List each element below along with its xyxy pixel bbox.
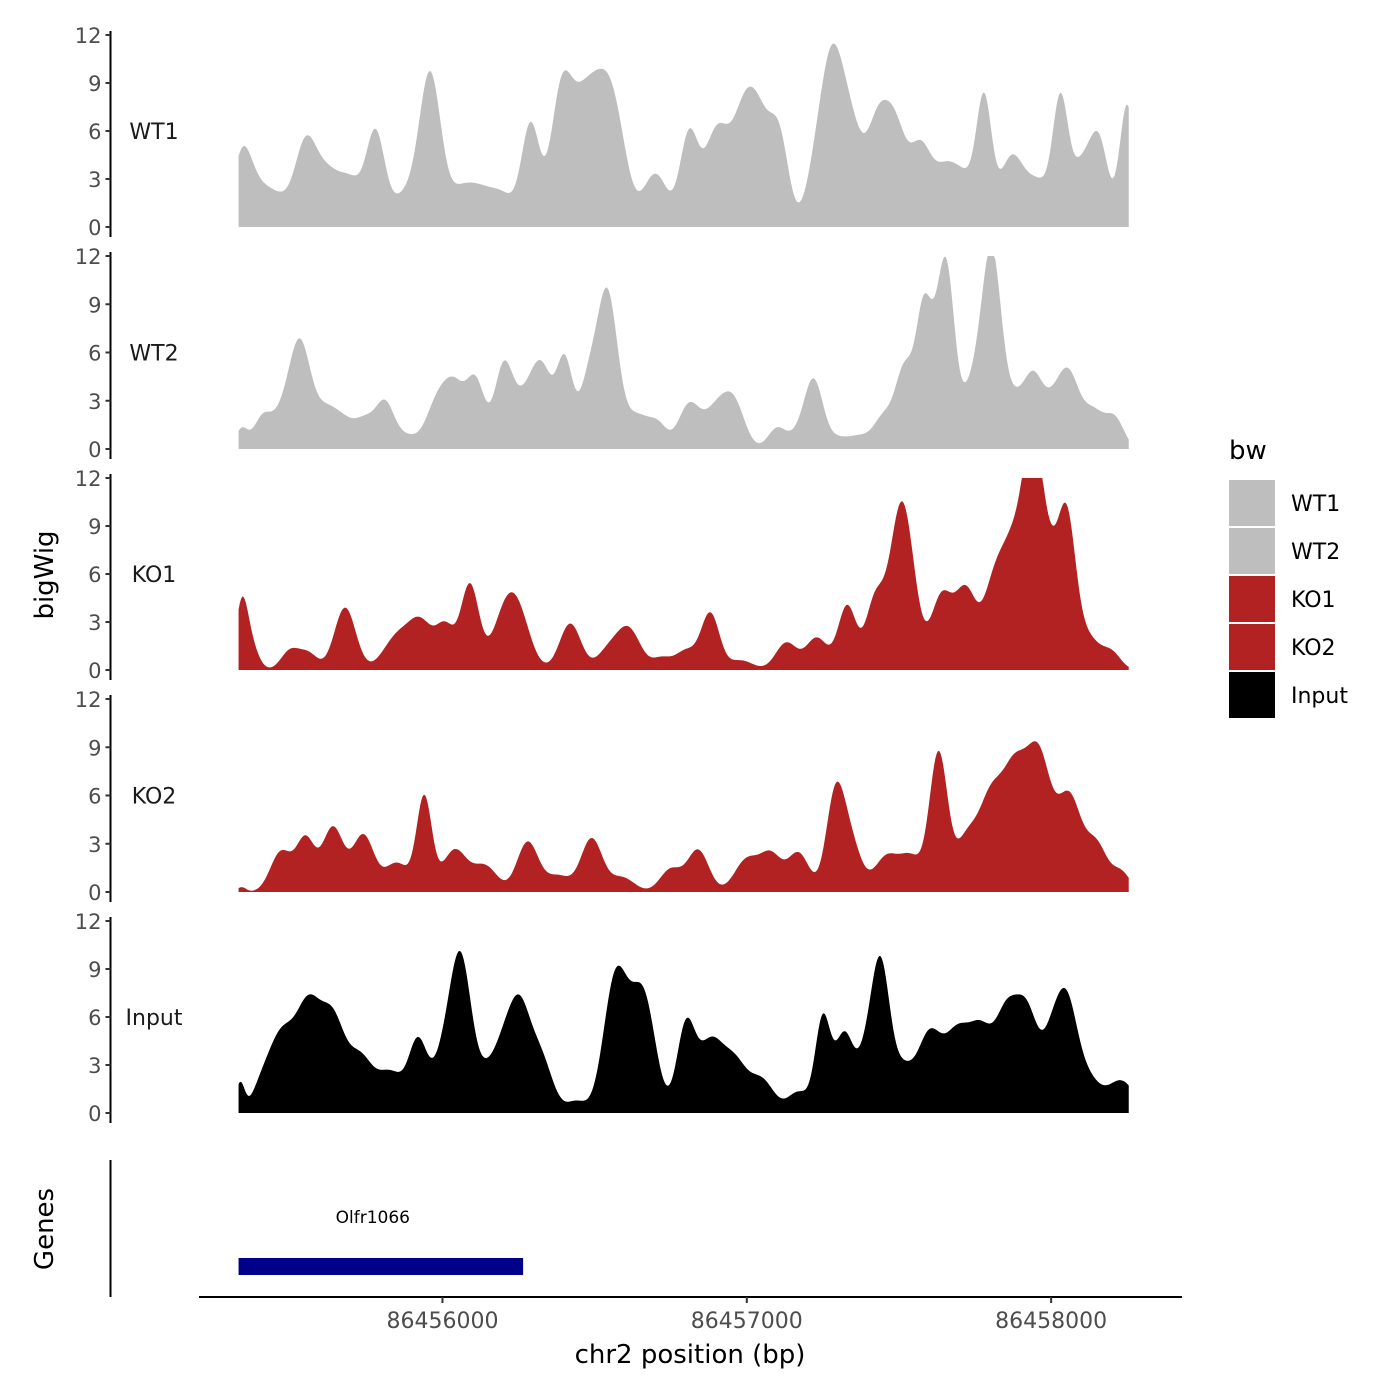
genes-track-label: Genes: [30, 1188, 60, 1270]
track-wt1: 0 3 6 9 12 WT1: [75, 24, 1129, 240]
legend-label: Input: [1291, 684, 1348, 709]
y-tick-label: 12: [75, 245, 102, 269]
signal-area-wt1: [238, 43, 1129, 227]
y-tick-label: 6: [88, 120, 101, 144]
y-tick-label: 0: [88, 438, 101, 462]
y-tick-label: 12: [75, 910, 102, 934]
legend-key-wt2: [1229, 528, 1275, 574]
x-tick-label: 86458000: [995, 1309, 1107, 1334]
track-label: Input: [126, 1006, 183, 1031]
legend-label: KO1: [1291, 588, 1336, 613]
x-tick-label: 86456000: [386, 1309, 498, 1334]
track-label: KO2: [132, 785, 177, 810]
legend-label: WT1: [1291, 492, 1340, 517]
track-label: WT2: [129, 342, 178, 367]
track-ko2: 0 3 6 9 12 KO2: [75, 688, 1129, 905]
signal-area-input: [238, 950, 1129, 1113]
signal-area-ko2: [238, 741, 1129, 892]
y-tick-label: 3: [88, 833, 101, 857]
x-axis-title: chr2 position (bp): [575, 1340, 806, 1370]
genes-track: Genes Olfr1066: [30, 1160, 524, 1297]
bigwig-tracks: 0 3 6 9 12 WT1 0 3 6 9 12 WT2 0 3 6 9 12 KO1 0 3 6 9 12 KO2 0 3 6 9…: [75, 24, 1129, 1126]
y-tick-label: 3: [88, 1054, 101, 1078]
y-axis-title-group: bigWig: [30, 530, 60, 619]
signal-area-wt2: [238, 256, 1129, 449]
track-label: WT1: [129, 120, 178, 145]
legend-title: bw: [1229, 436, 1267, 466]
y-tick-label: 3: [88, 390, 101, 414]
track-label: KO1: [132, 563, 177, 588]
y-tick-label: 3: [88, 168, 101, 192]
y-tick-label: 3: [88, 611, 101, 635]
gene-label: Olfr1066: [336, 1208, 410, 1228]
y-axis-title: bigWig: [30, 530, 60, 619]
track-input: 0 3 6 9 12 Input: [75, 910, 1129, 1126]
legend-key-wt1: [1229, 480, 1275, 526]
x-axis: chr2 position (bp) 86456000 86457000 86458…: [199, 1296, 1182, 1370]
x-tick-label: 86457000: [691, 1309, 803, 1334]
y-tick-label: 6: [88, 1006, 101, 1030]
y-tick-label: 9: [88, 72, 101, 96]
y-tick-label: 9: [88, 958, 101, 982]
y-tick-label: 0: [88, 659, 101, 683]
legend-label: WT2: [1291, 540, 1340, 565]
y-tick-label: 9: [88, 293, 101, 317]
y-tick-label: 6: [88, 563, 101, 587]
y-tick-label: 0: [88, 1102, 101, 1126]
legend-label: KO2: [1291, 636, 1336, 661]
y-tick-label: 12: [75, 24, 102, 48]
signal-area-ko1: [238, 478, 1129, 670]
legend: bw WT1 WT2 KO1 KO2 Input: [1229, 436, 1348, 718]
y-tick-label: 9: [88, 515, 101, 539]
legend-key-ko1: [1229, 576, 1275, 622]
y-tick-label: 9: [88, 736, 101, 760]
y-tick-label: 6: [88, 785, 101, 809]
track-ko1: 0 3 6 9 12 KO1: [75, 467, 1129, 683]
y-tick-label: 12: [75, 688, 102, 712]
y-tick-label: 6: [88, 342, 101, 366]
legend-key-input: [1229, 672, 1275, 718]
track-wt2: 0 3 6 9 12 WT2: [75, 245, 1129, 462]
legend-key-ko2: [1229, 624, 1275, 670]
y-tick-label: 0: [88, 216, 101, 240]
y-tick-label: 0: [88, 881, 101, 905]
y-tick-label: 12: [75, 467, 102, 491]
gene-body: [238, 1258, 524, 1275]
